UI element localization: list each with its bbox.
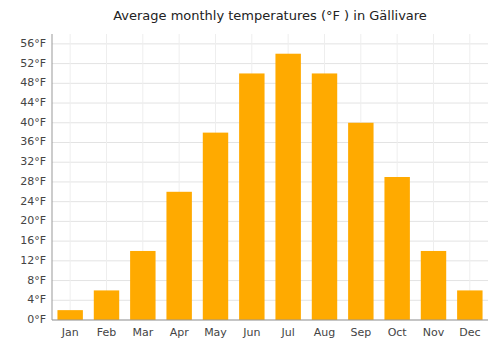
bar	[348, 123, 373, 320]
y-tick-label: 44°F	[20, 96, 46, 109]
y-tick-label: 4°F	[27, 293, 46, 306]
y-grid-line	[52, 122, 488, 123]
y-tick-label: 48°F	[20, 76, 46, 89]
chart: 0°F 4°F 8°F 12°F 16°F 20°F 24°F 28°F 32°F 36°F 40°…	[0, 0, 500, 350]
x-tick-label: Mar	[132, 326, 153, 339]
y-tick-label: 32°F	[20, 155, 46, 168]
y-grid-line	[52, 201, 488, 202]
x-tick-label: Apr	[170, 326, 190, 339]
x-tick-label: Dec	[459, 326, 480, 339]
y-grid-line	[52, 241, 488, 242]
bar	[312, 73, 337, 320]
y-grid-line	[52, 221, 488, 222]
y-grid-line	[52, 103, 488, 104]
y-tick-label: 56°F	[20, 37, 46, 50]
y-tick-label: 0°F	[27, 313, 46, 326]
y-grid-line	[52, 162, 488, 163]
bars	[57, 54, 482, 320]
x-tick-label: Jan	[61, 326, 79, 339]
x-grid-line	[106, 34, 107, 320]
y-tick-label: 24°F	[20, 195, 46, 208]
y-tick-label: 52°F	[20, 57, 46, 70]
y-grid-line	[52, 320, 488, 321]
y-tick-label: 8°F	[27, 274, 46, 287]
bar	[384, 177, 409, 320]
bar	[239, 73, 264, 320]
y-grid-line	[52, 63, 488, 64]
y-tick-label: 28°F	[20, 175, 46, 188]
x-grid-line	[469, 34, 470, 320]
bar	[203, 133, 228, 320]
grid	[52, 34, 488, 320]
title: Average monthly temperatures (°F ) in Gä…	[113, 8, 427, 23]
bar	[275, 54, 300, 320]
chart-container: 0°F 4°F 8°F 12°F 16°F 20°F 24°F 28°F 32°F 36°F 40°…	[0, 0, 500, 350]
bar	[421, 251, 446, 320]
y-grid-line	[52, 43, 488, 44]
y-grid-line	[52, 181, 488, 182]
y-tick-label: 16°F	[20, 234, 46, 247]
axes: 0°F 4°F 8°F 12°F 16°F 20°F 24°F 28°F 32°F 36°F 40°…	[20, 34, 488, 339]
x-tick-label: Feb	[97, 326, 116, 339]
y-grid-line	[52, 83, 488, 84]
bar	[130, 251, 155, 320]
bar	[57, 310, 82, 320]
y-tick-label: 40°F	[20, 116, 46, 129]
bar	[166, 192, 191, 320]
y-tick-label: 36°F	[20, 135, 46, 148]
x-tick-label: Jul	[281, 326, 295, 339]
y-grid-line	[52, 142, 488, 143]
y-tick-label: 12°F	[20, 254, 46, 267]
bar	[457, 290, 482, 320]
bar	[94, 290, 119, 320]
y-tick-label: 20°F	[20, 214, 46, 227]
x-grid-line	[70, 34, 71, 320]
x-tick-label: Aug	[314, 326, 335, 339]
x-tick-label: Nov	[423, 326, 445, 339]
x-tick-label: May	[204, 326, 227, 339]
x-tick-label: Sep	[350, 326, 371, 339]
x-tick-label: Jun	[242, 326, 260, 339]
x-tick-label: Oct	[388, 326, 408, 339]
y-axis-line	[52, 34, 53, 320]
x-axis-line	[52, 320, 488, 321]
